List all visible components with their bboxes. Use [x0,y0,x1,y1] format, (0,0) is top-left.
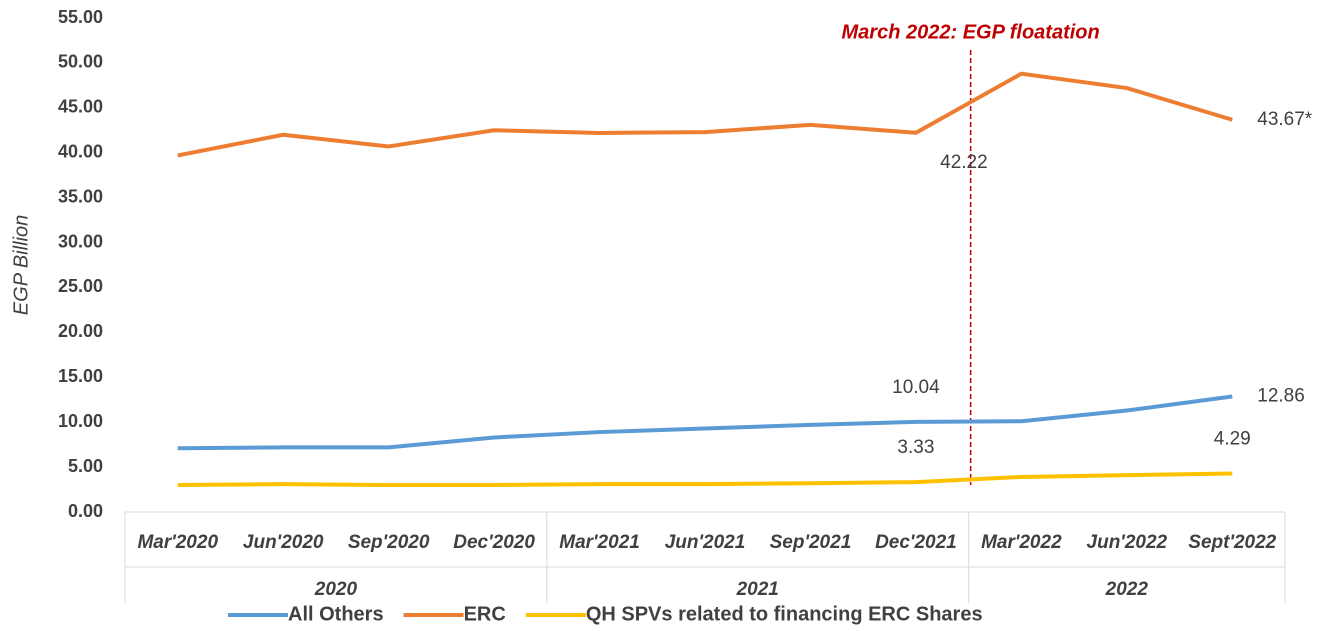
y-tick-label: 40.00 [58,141,103,161]
x-tick-label: Dec'2021 [875,532,957,553]
group-label: 2022 [1105,579,1149,600]
series-line [177,394,1233,451]
x-tick-label: Jun'2021 [665,532,746,553]
group-label: 2020 [314,579,358,600]
y-tick-label: 15.00 [58,366,103,386]
series-line [177,471,1233,488]
data-label: 12.86 [1257,386,1305,407]
legend-label: QH SPVs related to financing ERC Shares [586,603,983,625]
y-axis-label: EGP Billion [10,215,32,315]
y-tick-label: 10.00 [58,411,103,431]
y-tick-label: 25.00 [58,276,103,296]
y-tick-label: 50.00 [58,52,103,72]
annotation: March 2022: EGP floatation [842,21,1100,43]
data-label: 4.29 [1214,428,1251,449]
y-tick-label: 55.00 [58,7,103,27]
x-tick-label: Sep'2021 [770,532,852,553]
x-tick-label: Mar'2021 [559,532,640,553]
y-tick-label: 30.00 [58,231,103,251]
x-tick-label: Mar'2022 [981,532,1062,553]
legend-label: ERC [464,603,506,625]
data-label: 3.33 [897,437,934,458]
legend-label: All Others [288,603,384,625]
y-tick-label: 5.00 [68,456,103,476]
x-tick-label: Jun'2020 [243,532,324,553]
y-tick-label: 20.00 [58,321,103,341]
x-tick-label: Dec'2020 [453,532,535,553]
data-label: 43.67* [1257,109,1313,130]
y-tick-label: 0.00 [68,501,103,521]
x-tick-label: Sep'2020 [348,532,430,553]
x-tick-label: Sept'2022 [1188,532,1276,553]
data-label: 42.22 [940,152,988,173]
x-tick-label: Mar'2020 [137,532,218,553]
x-tick-label: Jun'2022 [1087,532,1168,553]
y-tick-label: 45.00 [58,97,103,117]
data-label: 10.04 [892,377,940,398]
series-line [177,71,1233,158]
y-tick-label: 35.00 [58,186,103,206]
group-label: 2021 [736,579,779,600]
